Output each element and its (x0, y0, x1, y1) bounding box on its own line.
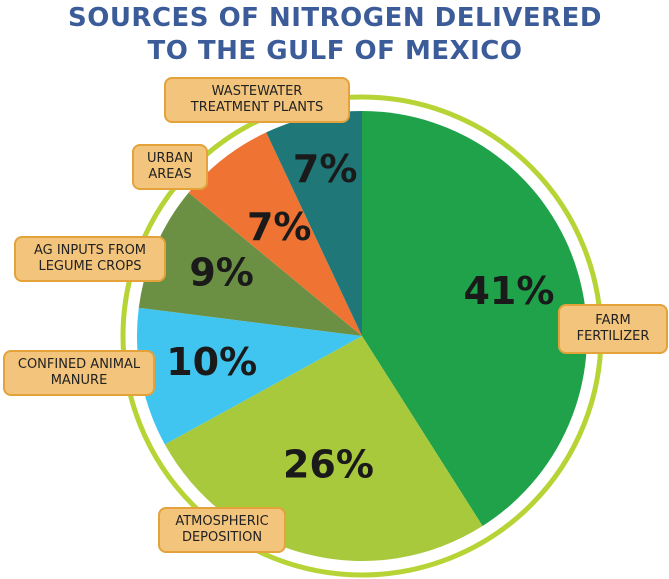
category-label: WASTEWATER TREATMENT PLANTS (164, 77, 350, 123)
category-label: CONFINED ANIMAL MANURE (3, 350, 155, 396)
value-label: 10% (166, 340, 257, 384)
chart-title: SOURCES OF NITROGEN DELIVERED TO THE GUL… (67, 3, 603, 66)
value-label: 26% (283, 442, 374, 486)
value-label: 41% (463, 269, 554, 313)
pie-slice (138, 192, 362, 336)
pie-slice (137, 307, 362, 445)
value-label: 7% (293, 147, 358, 191)
category-label: FARM FERTILIZER (558, 304, 668, 354)
category-label: URBAN AREAS (132, 144, 208, 190)
pie-slice (164, 336, 483, 562)
category-label: ATMOSPHERIC DEPOSITION (158, 507, 286, 553)
pie-slice (188, 132, 362, 336)
category-label: AG INPUTS FROM LEGUME CROPS (14, 236, 166, 282)
value-label: 9% (189, 251, 254, 295)
value-label: 7% (247, 205, 312, 249)
pie-slice (362, 111, 587, 526)
pie-slice (266, 111, 362, 336)
